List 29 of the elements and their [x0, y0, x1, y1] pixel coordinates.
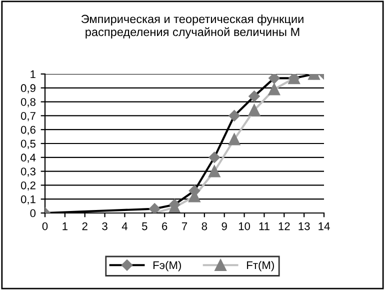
x-tick-label: 9: [222, 222, 227, 230]
x-tick-label: 7: [182, 222, 188, 230]
x-tick-label: 10: [238, 222, 250, 230]
legend-label: Fт(M): [247, 260, 274, 272]
x-tick-label: 3: [102, 222, 108, 230]
x-tick-label: 11: [259, 222, 270, 230]
y-tick-label: 0,4: [20, 154, 36, 163]
x-tick-label: 6: [162, 222, 168, 230]
y-tick-label: 0,1: [20, 195, 36, 205]
y-tick-label: 0,5: [20, 140, 36, 149]
y-tick-label: 1: [30, 70, 36, 78]
x-tick-label: 12: [278, 222, 290, 230]
x-tick-label: 2: [82, 222, 88, 230]
y-tick-label: 0,3: [20, 168, 36, 177]
chart-title: Эмпирическая и теоретическая функции распределения случайной величины М: [81, 14, 304, 38]
y-tick-label: 0: [30, 209, 36, 218]
y-tick-label: 0,9: [20, 84, 36, 94]
y-tick-label: 0,7: [20, 112, 36, 122]
x-tick-label: 5: [142, 222, 148, 230]
x-tick-label: 8: [202, 222, 208, 230]
x-tick-label: 13: [298, 222, 310, 230]
y-tick-label: 0,6: [20, 126, 36, 136]
y-tick-label: 0,8: [20, 98, 36, 108]
x-tick-label: 4: [122, 222, 128, 230]
x-tick-label: 1: [62, 222, 68, 230]
y-tick-label: 0,2: [20, 181, 36, 191]
x-tick-label: 14: [318, 222, 330, 230]
x-tick-label: 0: [42, 222, 48, 230]
legend-label: Fэ(M): [153, 260, 181, 272]
